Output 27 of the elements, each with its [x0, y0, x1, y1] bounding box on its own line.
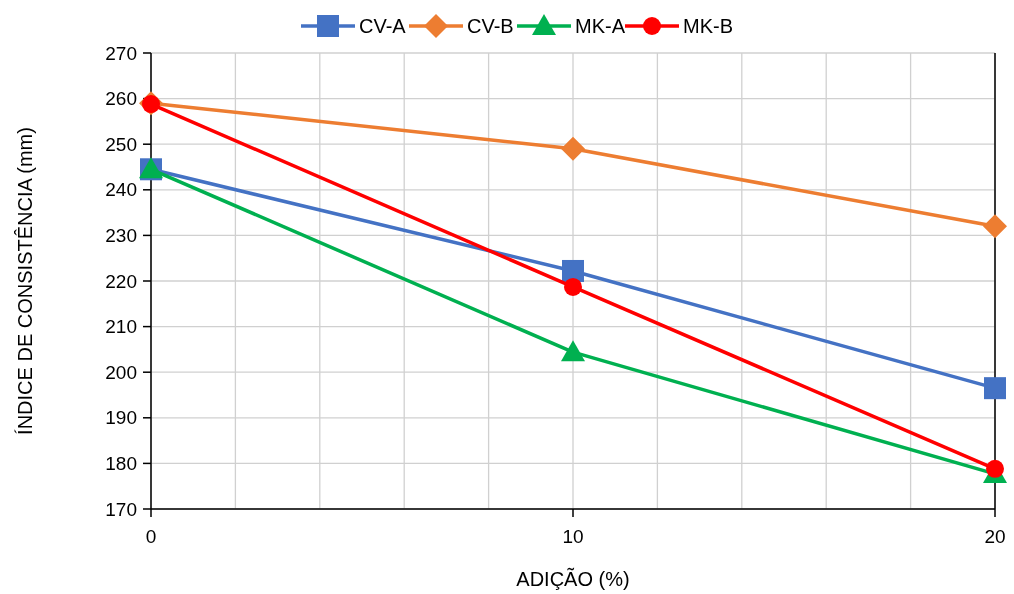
legend-label: CV-A: [359, 15, 407, 37]
point: [564, 277, 582, 296]
point: [984, 377, 1006, 400]
point: [983, 214, 1007, 239]
x-tick-label: 0: [145, 526, 157, 547]
x-tick-label: 20: [984, 526, 1006, 547]
point: [562, 259, 584, 282]
point: [561, 340, 585, 362]
legend-label: MK-A: [575, 15, 626, 37]
y-tick-label: 210: [105, 316, 137, 338]
x-tick-label: 10: [562, 526, 584, 547]
legend-label: MK-B: [683, 15, 733, 37]
y-tick-label: 180: [105, 453, 137, 475]
point: [561, 136, 585, 161]
point: [986, 459, 1004, 478]
y-tick-label: 190: [105, 407, 137, 429]
y-tick-label: 230: [105, 225, 137, 247]
y-tick-label: 240: [105, 179, 137, 201]
y-tick-label: 220: [105, 270, 137, 292]
y-axis-title: ÍNDICE DE CONSISTÊNCIA (mm): [14, 127, 36, 435]
legend-label: CV-B: [467, 15, 514, 37]
y-tick-label: 170: [105, 498, 137, 520]
y-tick-label: 260: [105, 88, 137, 110]
y-tick-label: 200: [105, 361, 137, 383]
y-tick-label: 270: [105, 42, 137, 64]
x-axis-title: ADIÇÃO (%): [516, 567, 630, 590]
y-tick-label: 250: [105, 133, 137, 155]
